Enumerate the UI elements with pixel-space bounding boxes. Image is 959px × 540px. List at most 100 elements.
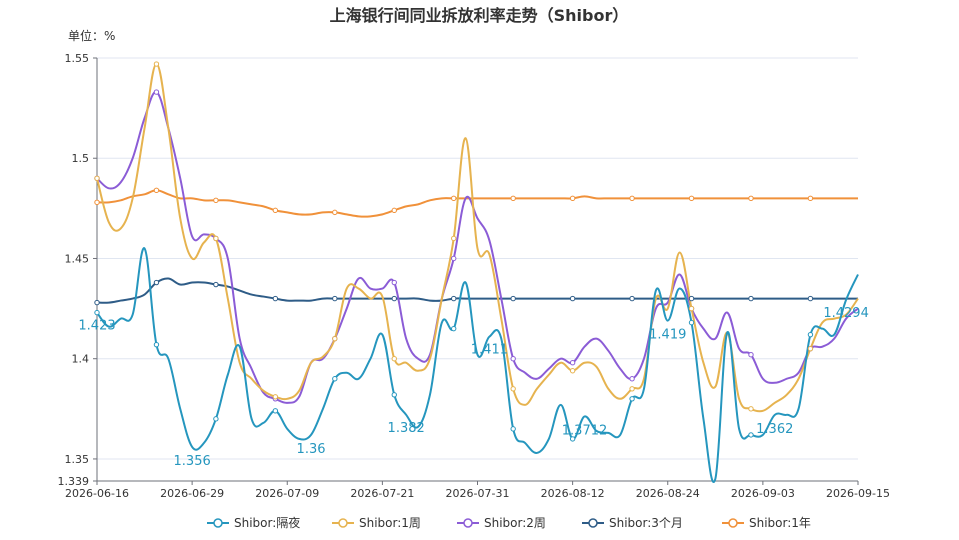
data-point [807,331,814,338]
data-point [807,295,814,302]
y-tick-label: 1.35 [65,453,90,466]
x-tick-label: 2026-07-09 [255,487,319,500]
legend-item-4[interactable]: Shibor:1年 [722,516,811,530]
unit-label: 单位：% [68,28,115,43]
x-tick-label: 2026-08-24 [636,487,700,500]
data-point [629,386,635,392]
legend-label: Shibor:3个月 [609,516,683,530]
data-point [451,295,457,302]
data-point [688,305,695,312]
legend-label: Shibor:2周 [484,516,546,530]
data-point [391,356,397,362]
y-axis: 1.339 1.35 1.4 1.45 1.5 1.55 [58,52,98,488]
y-tick-label: 1.55 [65,52,90,65]
data-point [748,406,754,412]
x-tick-label: 2026-06-16 [65,487,129,500]
series-line-0 [96,247,859,483]
data-point [569,436,576,442]
data-point [748,295,754,302]
x-axis: 2026-06-16 2026-06-29 2026-07-09 2026-07-21… [65,481,890,500]
series-line-4 [96,189,858,218]
data-label: 1.4294 [823,306,869,321]
data-point [391,392,397,398]
legend-marker [213,518,223,528]
data-point [688,319,695,326]
legend-label: Shibor:1年 [749,516,811,530]
x-tick-label: 2026-09-15 [826,487,890,500]
data-point [569,295,576,302]
data-point [451,325,457,332]
data-point [94,175,100,181]
chart-title: 上海银行间同业拆放利率走势（Shibor） [330,6,629,25]
data-point [153,61,160,67]
data-point [153,89,160,95]
data-point [272,207,279,214]
y-tick-label: 1.45 [65,252,90,265]
data-point [807,345,814,352]
y-tick-label: 1.5 [72,152,90,165]
legend-label: Shibor:隔夜 [234,515,300,530]
data-point [688,195,695,202]
data-point [391,207,397,214]
data-label: 1.356 [174,454,211,469]
data-point [213,235,219,242]
data-point [332,295,338,302]
x-tick-label: 2026-07-31 [446,487,510,500]
legend-marker [338,518,348,528]
data-point [94,299,100,306]
data-label: 1.362 [756,422,793,437]
data-point [332,376,338,382]
data-point [332,209,338,216]
x-tick-label: 2026-07-21 [350,487,414,500]
data-point [510,426,516,432]
data-point [391,295,397,302]
legend-marker [728,518,738,528]
legend-label: Shibor:1周 [359,516,421,530]
legend-item-2[interactable]: Shibor:2周 [457,516,546,530]
legend-item-3[interactable]: Shibor:3个月 [582,516,683,530]
data-point [629,195,635,202]
data-point [510,195,516,202]
data-point [569,368,576,374]
data-point [807,195,814,202]
data-point [629,376,635,382]
data-label: 1.411 [471,343,508,358]
data-point [391,279,397,286]
y-tick-label: 1.4 [72,353,90,366]
data-point [451,255,457,262]
legend[interactable]: Shibor:隔夜 Shibor:1周 Shibor:2周 Shibor:3个月 Shi… [207,515,811,530]
data-point [688,295,695,302]
data-point [510,295,516,302]
data-point [213,281,219,288]
data-point [272,295,279,302]
data-point [272,408,279,414]
x-tick-label: 2026-09-03 [731,487,795,500]
data-label: 1.3712 [562,423,608,438]
data-point [569,360,576,366]
legend-item-0[interactable]: Shibor:隔夜 [207,515,300,530]
data-point [153,279,160,286]
data-point [451,195,457,202]
data-point [748,195,754,202]
data-point [94,199,100,206]
legend-marker [588,518,598,528]
series-line-3 [96,277,858,304]
data-labels: 1.423 1.356 1.36 1.382 1.411 1.3712 1.419 1.362… [78,306,868,469]
y-tick-label: 1.339 [58,475,90,488]
grid-lines [97,57,858,482]
data-label: 1.36 [297,442,326,457]
data-point [94,309,100,316]
data-point [153,187,160,194]
legend-marker [463,518,473,528]
series-points [94,61,814,442]
data-point [629,396,635,402]
data-point [748,352,754,358]
data-point [332,335,338,342]
data-label: 1.423 [78,319,115,334]
data-label: 1.419 [649,328,686,343]
data-label: 1.382 [388,421,425,436]
series-line-2 [96,91,859,404]
data-point [272,394,279,400]
legend-item-1[interactable]: Shibor:1周 [332,516,421,530]
x-tick-label: 2026-06-29 [160,487,224,500]
